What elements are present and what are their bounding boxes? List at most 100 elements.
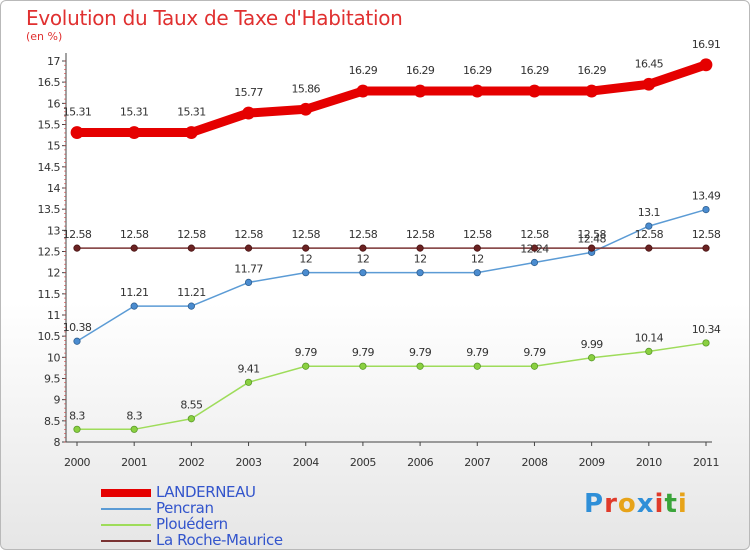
logo-letter: x bbox=[636, 489, 655, 519]
y-tick-label: 11.5 bbox=[38, 288, 61, 301]
legend-swatch bbox=[101, 508, 151, 510]
data-label: 9.79 bbox=[295, 346, 318, 359]
y-tick-label: 11 bbox=[47, 309, 60, 322]
data-label: 15.31 bbox=[177, 106, 206, 119]
x-tick-label: 2006 bbox=[407, 456, 433, 469]
data-point bbox=[359, 362, 367, 370]
y-tick-label: 15 bbox=[47, 140, 60, 153]
data-point bbox=[699, 58, 713, 72]
data-point bbox=[242, 106, 255, 120]
series-line bbox=[76, 208, 707, 342]
data-label: 12.58 bbox=[63, 228, 92, 241]
y-tick-label: 14 bbox=[47, 182, 60, 195]
data-label: 12.48 bbox=[577, 232, 606, 245]
data-point bbox=[187, 302, 195, 310]
data-label: 12 bbox=[414, 253, 427, 266]
y-tick-label: 10.5 bbox=[38, 330, 61, 343]
data-point bbox=[645, 347, 653, 356]
data-point bbox=[130, 302, 138, 310]
y-tick-label: 10 bbox=[47, 351, 60, 364]
data-label: 15.31 bbox=[63, 106, 92, 119]
y-tick-label: 12.5 bbox=[38, 246, 61, 259]
data-point bbox=[359, 269, 367, 277]
data-point bbox=[473, 244, 481, 252]
data-point bbox=[70, 126, 84, 139]
axes: 8 8.5 9 9.5 10 10.5 11 11.5 12 12.5 13 13.5 14 14.5 15… bbox=[38, 53, 720, 469]
data-label: 8.3 bbox=[126, 409, 142, 422]
y-tick-label: 14.5 bbox=[38, 161, 61, 174]
data-label: 9.79 bbox=[466, 346, 489, 359]
data-point bbox=[73, 244, 81, 252]
data-point bbox=[302, 269, 310, 277]
data-point bbox=[473, 269, 481, 277]
x-tick-label: 2001 bbox=[121, 456, 147, 469]
data-label: 12.58 bbox=[577, 228, 606, 241]
data-point bbox=[356, 84, 370, 98]
legend-swatch bbox=[101, 540, 151, 542]
data-point bbox=[302, 244, 310, 252]
data-label: 15.86 bbox=[291, 82, 320, 95]
data-point bbox=[645, 222, 653, 230]
data-point bbox=[588, 354, 596, 362]
x-tick-label: 2000 bbox=[64, 456, 90, 469]
data-point bbox=[528, 84, 541, 98]
data-point bbox=[73, 337, 81, 345]
data-point bbox=[416, 362, 424, 370]
legend-swatch bbox=[101, 524, 151, 526]
y-tick-label: 16.5 bbox=[38, 76, 61, 89]
data-label: 9.79 bbox=[523, 346, 546, 359]
x-tick-label: 2011 bbox=[693, 456, 719, 469]
data-point bbox=[416, 269, 424, 277]
data-label: 12.58 bbox=[120, 228, 149, 241]
x-tick-label: 2002 bbox=[178, 456, 204, 469]
data-point bbox=[702, 339, 710, 347]
data-point bbox=[73, 425, 81, 433]
data-label: 9.79 bbox=[352, 346, 375, 359]
y-tick-label: 13.5 bbox=[38, 203, 61, 216]
data-point bbox=[244, 378, 253, 386]
data-label: 10.34 bbox=[692, 323, 721, 336]
data-label: 12.58 bbox=[234, 228, 263, 241]
data-point bbox=[530, 244, 539, 252]
y-tick-label: 9.5 bbox=[44, 373, 60, 386]
logo-letter: i bbox=[654, 489, 665, 519]
data-point bbox=[416, 244, 424, 252]
data-label: 10.14 bbox=[635, 331, 664, 344]
data-point bbox=[302, 362, 310, 370]
data-point bbox=[359, 244, 367, 252]
data-label: 12.58 bbox=[291, 228, 320, 241]
y-tick-label: 17 bbox=[47, 55, 60, 68]
y-tick-label: 12 bbox=[47, 267, 60, 280]
data-point bbox=[127, 126, 141, 139]
series-line bbox=[72, 60, 711, 138]
logo-letter: t bbox=[664, 489, 678, 519]
y-tick-label: 15.5 bbox=[38, 119, 61, 132]
data-label: 12.58 bbox=[635, 228, 664, 241]
data-label: 13.49 bbox=[692, 190, 721, 203]
chart-title: Evolution du Taux de Taxe d'Habitation bbox=[26, 6, 403, 30]
data-label: 9.99 bbox=[581, 338, 604, 351]
data-label: 9.79 bbox=[409, 346, 432, 359]
data-label: 8.55 bbox=[180, 399, 203, 412]
data-point bbox=[187, 244, 195, 252]
y-tick-label: 13 bbox=[47, 224, 60, 237]
data-point bbox=[702, 244, 710, 252]
series-line bbox=[76, 342, 707, 431]
data-labels: 8.3 8.3 8.55 9.41 9.79 9.79 9.79 9.79 9.79 9.99 10… bbox=[63, 38, 722, 422]
data-label: 12.58 bbox=[520, 228, 549, 241]
data-label: 12.58 bbox=[406, 228, 435, 241]
data-label: 13.1 bbox=[638, 206, 660, 219]
data-point bbox=[130, 244, 138, 252]
proxiti-logo: Proxiti bbox=[584, 489, 688, 519]
x-tick-label: 2009 bbox=[579, 456, 605, 469]
data-point bbox=[470, 84, 484, 98]
data-label: 11.21 bbox=[120, 286, 149, 299]
data-label: 12.58 bbox=[177, 228, 206, 241]
logo-letter: i bbox=[677, 489, 688, 519]
data-point bbox=[244, 278, 253, 287]
data-point bbox=[244, 244, 253, 252]
data-point bbox=[299, 102, 313, 116]
logo-letter: P bbox=[584, 489, 605, 519]
